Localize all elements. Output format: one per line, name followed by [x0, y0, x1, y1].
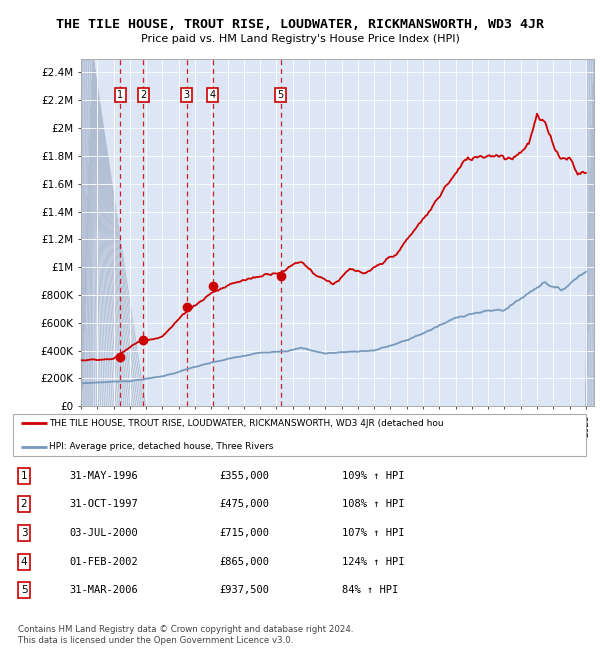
Text: HPI: Average price, detached house, Three Rivers: HPI: Average price, detached house, Thre…	[49, 442, 274, 451]
Text: 109% ↑ HPI: 109% ↑ HPI	[342, 471, 404, 481]
Text: £715,000: £715,000	[219, 528, 269, 538]
Text: 84% ↑ HPI: 84% ↑ HPI	[342, 585, 398, 595]
Text: 107% ↑ HPI: 107% ↑ HPI	[342, 528, 404, 538]
Text: 108% ↑ HPI: 108% ↑ HPI	[342, 499, 404, 510]
Text: £475,000: £475,000	[219, 499, 269, 510]
Text: 3: 3	[20, 528, 28, 538]
Text: THE TILE HOUSE, TROUT RISE, LOUDWATER, RICKMANSWORTH, WD3 4JR (detached hou: THE TILE HOUSE, TROUT RISE, LOUDWATER, R…	[49, 419, 444, 428]
Text: 4: 4	[20, 556, 28, 567]
Text: Price paid vs. HM Land Registry's House Price Index (HPI): Price paid vs. HM Land Registry's House …	[140, 34, 460, 44]
Text: 3: 3	[184, 90, 190, 100]
Text: THE TILE HOUSE, TROUT RISE, LOUDWATER, RICKMANSWORTH, WD3 4JR: THE TILE HOUSE, TROUT RISE, LOUDWATER, R…	[56, 18, 544, 31]
Text: 2: 2	[20, 499, 28, 510]
Text: 1: 1	[117, 90, 124, 100]
Text: 31-MAR-2006: 31-MAR-2006	[69, 585, 138, 595]
Text: 4: 4	[209, 90, 215, 100]
Text: 5: 5	[277, 90, 284, 100]
Text: £937,500: £937,500	[219, 585, 269, 595]
Text: 1: 1	[20, 471, 28, 481]
FancyBboxPatch shape	[13, 414, 586, 456]
Bar	[81, 58, 93, 406]
Text: £355,000: £355,000	[219, 471, 269, 481]
Text: 2: 2	[140, 90, 146, 100]
Text: 31-MAY-1996: 31-MAY-1996	[69, 471, 138, 481]
Text: 124% ↑ HPI: 124% ↑ HPI	[342, 556, 404, 567]
Text: 01-FEB-2002: 01-FEB-2002	[69, 556, 138, 567]
Text: £865,000: £865,000	[219, 556, 269, 567]
Text: 03-JUL-2000: 03-JUL-2000	[69, 528, 138, 538]
Text: 5: 5	[20, 585, 28, 595]
Bar	[586, 58, 594, 406]
Text: 31-OCT-1997: 31-OCT-1997	[69, 499, 138, 510]
Text: Contains HM Land Registry data © Crown copyright and database right 2024.
This d: Contains HM Land Registry data © Crown c…	[18, 625, 353, 645]
